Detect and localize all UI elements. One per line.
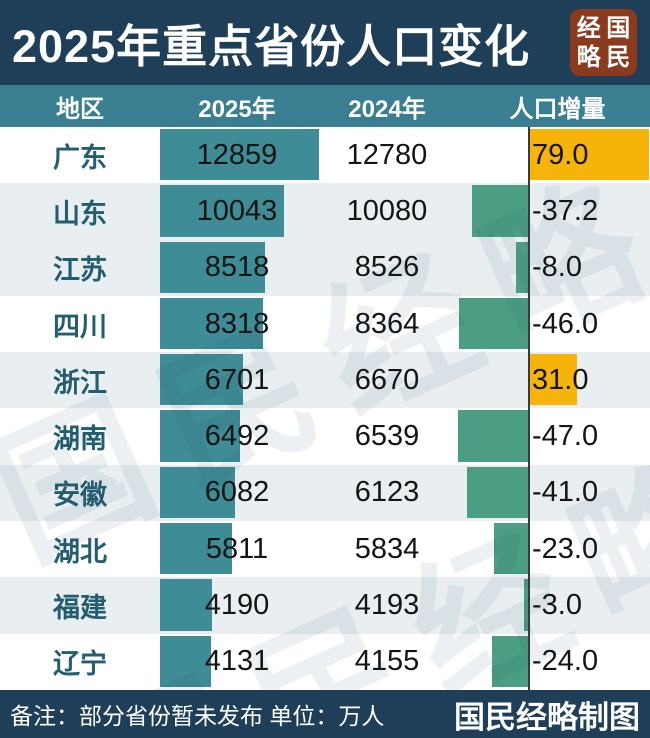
delta-bar-negative [516,241,528,293]
delta-value: -41.0 [532,476,599,509]
column-header-region: 地区 [56,95,104,123]
value-2024: 8526 [354,251,420,284]
delta-bar-negative [459,297,528,350]
delta-bar-positive [530,129,649,181]
delta-value: 79.0 [532,138,589,171]
seal-char-4: 民 [606,42,631,72]
delta-value: 31.0 [532,363,589,396]
value-2024: 5834 [354,532,420,565]
table-row: 山东 10043 10080 -37.2 [0,183,650,240]
region-label: 广东 [53,142,107,173]
value-2025: 6492 [204,420,270,453]
delta-value: -46.0 [532,307,599,340]
region-label: 湖南 [53,424,107,455]
value-2025: 10043 [196,194,278,227]
delta-bar-negative [493,523,528,575]
value-2024: 6123 [354,476,420,509]
delta-bar-negative [466,466,528,519]
table-row: 福建 4190 4193 -3.0 [0,577,650,634]
table-row: 湖北 5811 5834 -23.0 [0,521,650,578]
population-bar-2025 [160,635,212,687]
population-bar-2025 [160,410,241,462]
value-2025: 4190 [204,589,270,622]
table-header-row: 地区 2025年 2024年 人口增量 [0,85,650,127]
delta-axis-line [528,127,530,690]
region-label: 辽宁 [53,649,107,680]
value-2024: 6539 [354,420,420,453]
seal-char-1: 经 [576,12,601,42]
population-bar-2025 [160,129,319,181]
footer-note: 备注：部分省份暂未发布 单位：万人 [10,703,385,729]
value-2024: 10080 [346,194,428,227]
delta-value: -8.0 [532,251,582,284]
delta-bar-negative [523,579,528,631]
table-row: 浙江 6701 6670 31.0 [0,352,650,409]
region-label: 浙江 [53,367,107,398]
table-row: 辽宁 4131 4155 -24.0 [0,633,650,690]
table-row: 广东 12859 12780 79.0 [0,127,650,184]
table-body: 广东 12859 12780 79.0 山东 10043 10080 -37.2 江苏 8518 8… [0,127,650,690]
delta-bar-negative [472,185,528,237]
value-2025: 8518 [204,251,270,284]
table-row: 安徽 6082 6123 -41.0 [0,464,650,522]
delta-value: -37.2 [532,194,599,227]
value-2024: 12780 [346,138,428,171]
region-label: 湖北 [53,536,107,567]
value-2025: 4131 [204,645,270,678]
value-2024: 6670 [354,363,420,396]
seal-char-2: 国 [606,12,631,42]
region-label: 四川 [53,311,107,342]
value-2025: 6082 [204,476,270,509]
column-header-2025: 2025年 [198,95,276,123]
value-2024: 4155 [354,645,420,678]
value-2025: 8318 [204,307,270,340]
delta-bar-negative [492,635,528,687]
value-2025: 5811 [205,532,269,565]
value-2024: 4193 [354,589,420,622]
poster-title: 2025年重点省份人口变化 [12,21,531,72]
delta-bar-positive [530,354,577,406]
brand-seal: 经 国 略 民 [570,9,637,76]
value-2025: 12859 [196,138,278,171]
value-2025: 6701 [204,363,270,396]
region-label: 安徽 [53,480,107,511]
region-label: 福建 [53,593,107,624]
population-bar-2025 [160,185,285,237]
table-row: 湖南 6492 6539 -47.0 [0,408,650,465]
delta-value: -47.0 [532,420,599,453]
footer-bar: 备注：部分省份暂未发布 单位：万人 国民经略制图 [0,690,650,738]
population-bar-2025 [160,579,212,631]
population-bar-2025 [160,466,236,519]
region-label: 江苏 [53,255,107,286]
delta-value: -23.0 [532,532,599,565]
table-row: 江苏 8518 8526 -8.0 [0,239,650,296]
table-row: 四川 8318 8364 -46.0 [0,295,650,353]
column-header-delta: 人口增量 [509,95,606,123]
seal-char-3: 略 [576,42,601,72]
value-2024: 8364 [354,307,420,340]
population-bar-2025 [160,297,263,350]
delta-bar-negative [457,410,528,462]
column-header-2024: 2024年 [348,95,426,123]
region-label: 山东 [53,198,107,229]
footer-brand: 国民经略制图 [454,699,640,736]
header-banner: 2025年重点省份人口变化 经 国 略 民 [0,0,650,85]
delta-value: -3.0 [532,589,582,622]
population-bar-2025 [160,523,232,575]
delta-value: -24.0 [532,645,599,678]
population-bar-2025 [160,241,266,293]
population-bar-2025 [160,354,243,406]
